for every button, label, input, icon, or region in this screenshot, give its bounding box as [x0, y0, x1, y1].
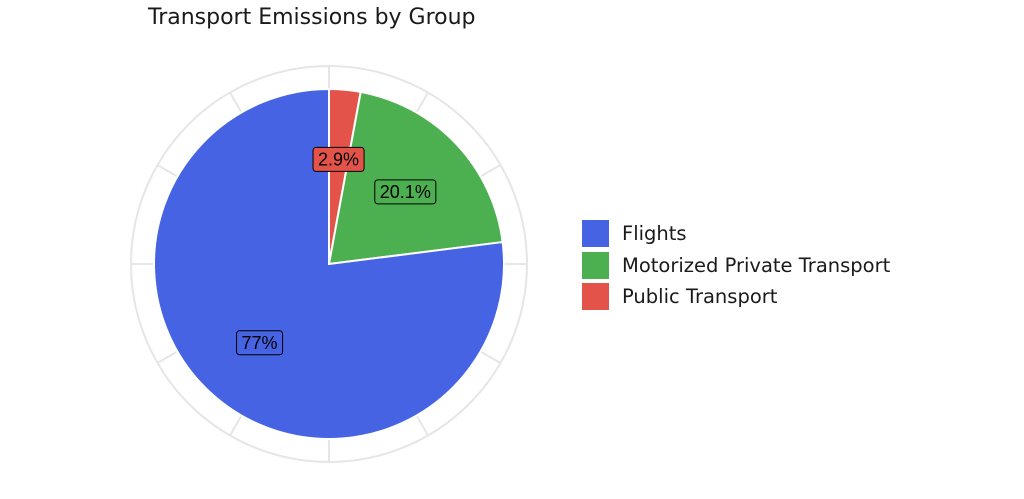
chart-title: Transport Emissions by Group — [148, 5, 476, 30]
data-label-text-flights: 77% — [242, 333, 278, 353]
pie-data-labels: 2.9% 20.1% 77% — [236, 146, 437, 356]
polar-spoke — [157, 164, 178, 178]
pie-slice-motorized-private-transport[interactable] — [327, 90, 504, 266]
legend-item-public-transport[interactable]: Public Transport — [582, 281, 890, 313]
data-label-flights: 77% — [236, 330, 284, 356]
legend-swatch-motorized-private-transport — [582, 251, 609, 279]
data-label-box-public-transport — [312, 146, 365, 172]
polar-spoke — [229, 92, 243, 113]
data-label-box-flights — [236, 330, 284, 356]
pie-slices — [153, 87, 505, 440]
polar-spoke — [415, 92, 429, 113]
data-label-box-motorized-private-transport — [374, 179, 437, 205]
legend-label-motorized-private-transport: Motorized Private Transport — [622, 253, 891, 277]
polar-spoke — [157, 350, 178, 364]
legend-label-flights: Flights — [622, 222, 687, 246]
data-label-text-motorized-private-transport: 20.1% — [380, 182, 431, 202]
legend: Flights Motorized Private Transport Publ… — [582, 218, 890, 313]
polar-spoke — [480, 350, 501, 364]
polar-spoke — [415, 415, 429, 436]
data-label-public-transport: 2.9% — [312, 146, 365, 172]
legend-swatch-public-transport — [582, 283, 609, 311]
data-label-text-public-transport: 2.9% — [318, 149, 359, 169]
polar-spoke — [480, 164, 501, 178]
data-label-motorized-private-transport: 20.1% — [374, 179, 437, 205]
legend-swatch-flights — [582, 220, 609, 248]
legend-item-motorized-private-transport[interactable]: Motorized Private Transport — [582, 250, 890, 282]
polar-spoke — [229, 415, 243, 436]
legend-label-public-transport: Public Transport — [622, 285, 778, 309]
legend-item-flights[interactable]: Flights — [582, 218, 890, 250]
